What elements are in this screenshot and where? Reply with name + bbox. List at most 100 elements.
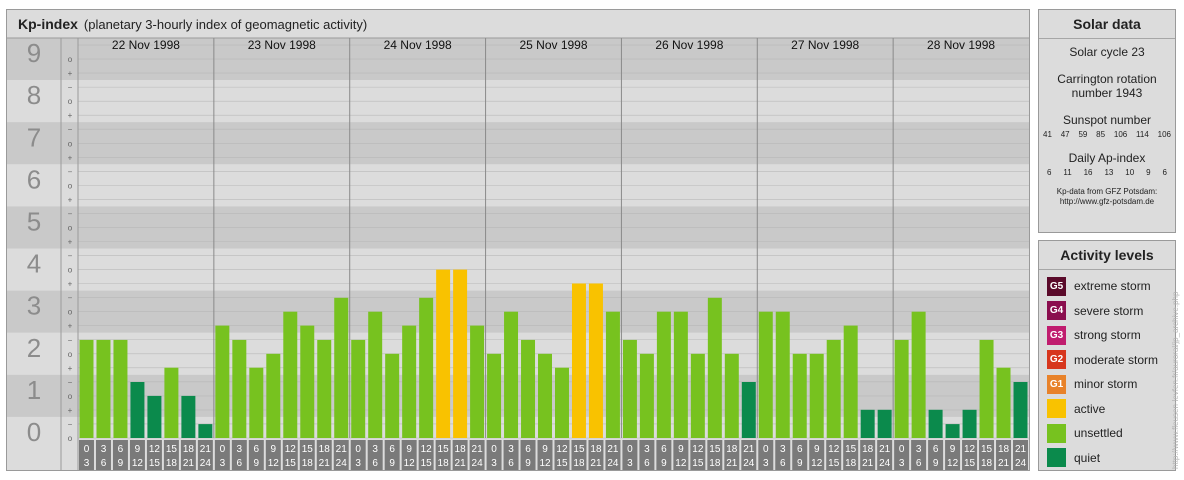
x-label-box	[588, 440, 604, 470]
chart-subtitle: (planetary 3-hourly index of geomagnetic…	[83, 17, 368, 32]
x-label-box	[911, 440, 927, 470]
y-minor-tick-label: +	[68, 195, 73, 204]
y-tick-label: 3	[27, 291, 41, 321]
x-label-box	[265, 440, 281, 470]
x-tick-end: 9	[118, 458, 124, 469]
x-label-box	[877, 440, 893, 470]
y-tick-label: 0	[27, 417, 41, 447]
x-label-box	[775, 440, 791, 470]
x-label-box	[418, 440, 434, 470]
kp-bar	[368, 311, 383, 438]
x-tick-end: 15	[556, 458, 568, 469]
sunspot-values: 41 47 59 85 106 114 106	[1039, 130, 1175, 139]
x-tick-start: 6	[118, 444, 124, 455]
kp-bar	[402, 325, 417, 438]
sunspot-value: 59	[1078, 130, 1088, 139]
x-tick-end: 18	[709, 458, 721, 469]
x-tick-start: 12	[149, 444, 161, 455]
ap-value: 16	[1083, 168, 1093, 177]
y-minor-tick-label: +	[68, 111, 73, 120]
kp-bar	[436, 269, 451, 438]
x-label-box	[809, 440, 825, 470]
day-label: 25 Nov 1998	[519, 38, 587, 52]
kp-bar	[639, 353, 654, 438]
x-label-box	[605, 440, 621, 470]
x-label-box	[792, 440, 808, 470]
legend-swatch: G5	[1047, 276, 1066, 296]
kp-bar	[690, 353, 705, 438]
kp-bar	[571, 283, 586, 438]
x-tick-end: 24	[200, 458, 212, 469]
kp-bar	[487, 353, 502, 438]
y-minor-tick-label: o	[68, 308, 73, 317]
legend-item: unsettled	[1047, 423, 1123, 443]
x-label-box	[639, 440, 655, 470]
x-tick-start: 3	[237, 444, 243, 455]
x-label-box	[520, 440, 536, 470]
x-tick-start: 3	[780, 444, 786, 455]
legend-swatch	[1047, 448, 1066, 467]
kp-bar	[962, 409, 977, 438]
x-tick-end: 15	[692, 458, 704, 469]
x-label-box	[299, 440, 315, 470]
x-tick-end: 24	[472, 458, 484, 469]
kp-bar	[622, 339, 637, 438]
x-tick-end: 3	[627, 458, 633, 469]
x-tick-start: 21	[607, 444, 619, 455]
kp-bar	[588, 283, 603, 438]
x-tick-start: 21	[743, 444, 755, 455]
solar-data-title: Solar data	[1039, 10, 1175, 39]
y-minor-tick-label: −	[68, 420, 73, 429]
x-label-box	[826, 440, 842, 470]
kp-bar	[605, 311, 620, 438]
y-tick-label: 7	[27, 122, 41, 152]
kp-bar	[741, 382, 756, 438]
x-tick-start: 3	[644, 444, 650, 455]
x-tick-start: 18	[998, 444, 1010, 455]
x-label-box	[996, 440, 1012, 470]
x-label-box	[724, 440, 740, 470]
kp-bar	[860, 409, 875, 438]
kp-bar	[911, 311, 926, 438]
x-label-box	[350, 440, 366, 470]
x-tick-start: 9	[678, 444, 684, 455]
y-minor-tick-label: o	[68, 97, 73, 106]
y-minor-tick-label: +	[68, 69, 73, 78]
ap-value: 9	[1146, 168, 1151, 177]
y-minor-tick-label: −	[68, 167, 73, 176]
kp-bar	[826, 339, 841, 438]
day-label: 26 Nov 1998	[655, 38, 723, 52]
kp-bar	[164, 367, 179, 438]
x-label-box	[214, 440, 230, 470]
credit-line-1: Kp-data from GFZ Potsdam:	[1056, 187, 1158, 196]
x-label-box	[503, 440, 519, 470]
x-tick-end: 21	[726, 458, 738, 469]
y-minor-tick-label: −	[68, 336, 73, 345]
sunspot-label: Sunspot number	[1062, 113, 1152, 127]
legend-swatch: G4	[1047, 301, 1066, 320]
x-tick-end: 21	[183, 458, 195, 469]
kp-bar	[894, 339, 909, 438]
x-tick-end: 12	[947, 458, 959, 469]
x-label-box	[231, 440, 247, 470]
x-label-box	[129, 440, 145, 470]
carrington-line-1: Carrington rotation	[1057, 72, 1157, 86]
x-tick-end: 15	[828, 458, 840, 469]
legend-item: quiet	[1047, 448, 1100, 468]
chart-title: Kp-index (planetary 3-hourly index of geo…	[18, 16, 367, 32]
x-label-box	[707, 440, 723, 470]
x-label-box	[860, 440, 876, 470]
kp-bar	[724, 353, 739, 438]
kp-bar	[283, 311, 298, 438]
kp-bar	[249, 367, 264, 438]
x-tick-start: 9	[271, 444, 277, 455]
y-tick-label: 6	[27, 164, 41, 194]
x-label-box	[486, 440, 502, 470]
y-minor-tick-label: o	[68, 434, 73, 443]
x-tick-end: 15	[149, 458, 161, 469]
credit-link[interactable]: http://www.gfz-potsdam.de	[1059, 197, 1155, 206]
y-tick-label: 9	[27, 38, 41, 68]
kp-bar	[1013, 382, 1028, 438]
kp-bar	[809, 353, 824, 438]
x-label-box	[690, 440, 706, 470]
